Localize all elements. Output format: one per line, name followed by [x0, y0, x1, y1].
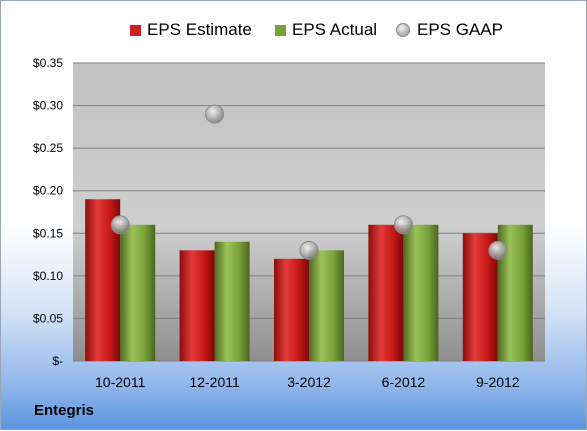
- y-tick-label: $0.35: [33, 56, 63, 70]
- marker-eps-gaap: [393, 215, 413, 235]
- x-tick-label: 9-2012: [476, 374, 520, 390]
- x-tick-label: 10-2011: [95, 374, 146, 390]
- bar-eps-estimate: [274, 258, 309, 361]
- legend-item-eps-estimate: EPS Estimate: [130, 17, 252, 43]
- legend-swatch-eps-estimate: [130, 24, 141, 36]
- y-tick-label: $0.30: [33, 99, 63, 113]
- x-axis: 10-2011 12-2011 3-2012 6-2012 9-2012: [95, 374, 520, 390]
- x-tick-label: 6-2012: [382, 374, 426, 390]
- bar-eps-estimate: [179, 250, 215, 361]
- company-name: Entegris: [34, 402, 95, 419]
- y-axis: $- $0.05 $0.10 $0.15 $0.20 $0.25 $0.30 $0.35: [33, 56, 63, 368]
- y-tick-label: $0.10: [33, 269, 63, 283]
- legend-swatch-eps-actual: [275, 24, 286, 36]
- y-tick-label: $0.15: [33, 226, 63, 240]
- y-tick-label: $0.20: [33, 184, 63, 198]
- bar-eps-estimate: [368, 224, 404, 361]
- marker-eps-gaap: [110, 215, 130, 235]
- legend-item-eps-actual: EPS Actual: [275, 17, 377, 43]
- legend-label-eps-actual: EPS Actual: [292, 20, 378, 39]
- legend: EPS Estimate EPS Actual EPS GAAP: [1, 17, 587, 43]
- bar-eps-actual: [214, 241, 250, 361]
- bar-eps-actual: [403, 224, 439, 361]
- marker-eps-gaap: [205, 104, 225, 124]
- x-tick-label: 3-2012: [287, 374, 331, 390]
- marker-eps-gaap: [299, 240, 319, 260]
- legend-marker-eps-gaap: [396, 23, 410, 37]
- bar-eps-actual: [309, 250, 344, 361]
- legend-item-eps-gaap: EPS GAAP: [396, 17, 503, 43]
- x-tick-label: 12-2011: [189, 374, 240, 390]
- y-tick-label: $-: [52, 354, 63, 368]
- y-tick-label: $0.25: [33, 141, 63, 155]
- legend-label-eps-gaap: EPS GAAP: [417, 20, 503, 39]
- y-tick-label: $0.05: [33, 311, 63, 325]
- legend-label-eps-estimate: EPS Estimate: [147, 20, 252, 39]
- bar-eps-actual: [120, 224, 156, 361]
- gaap-markers: [110, 104, 508, 260]
- marker-eps-gaap: [488, 240, 508, 260]
